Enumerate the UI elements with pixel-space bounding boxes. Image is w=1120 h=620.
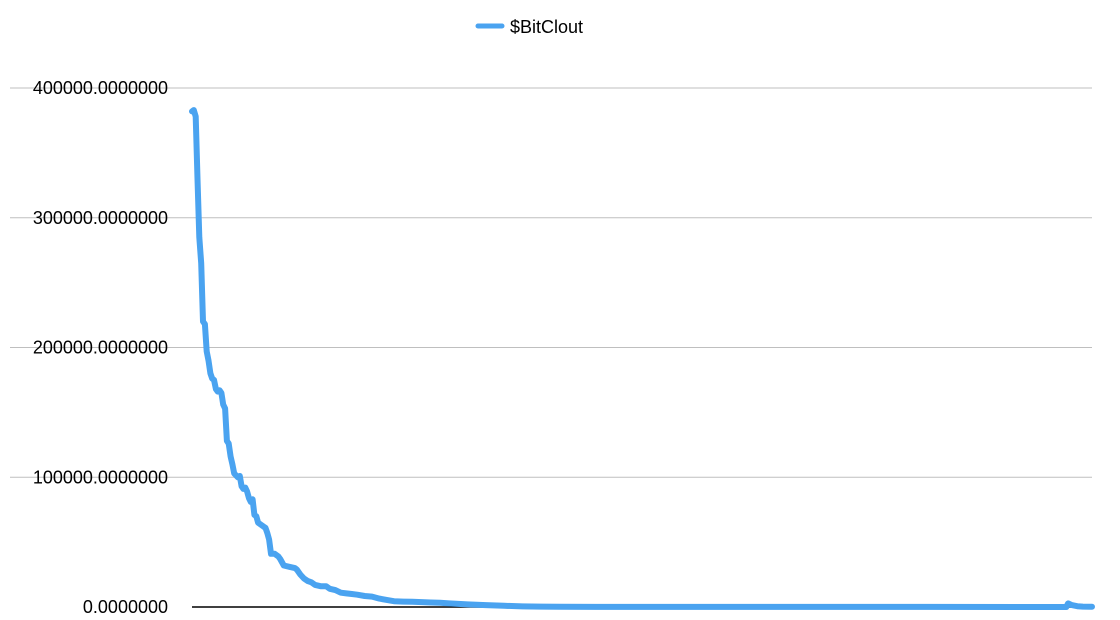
y-tick-label-1: 100000.0000000 [33,467,168,487]
y-tick-label-3: 300000.0000000 [33,208,168,228]
y-tick-label-2: 200000.0000000 [33,338,168,358]
y-tick-label-0: 0.0000000 [83,597,168,617]
legend: $BitClout [475,17,583,37]
y-axis-tick-labels: 0.0000000 100000.0000000 200000.0000000 300… [33,78,168,617]
series-layer [189,107,1095,610]
y-tick-label-4: 400000.0000000 [33,78,168,98]
gridlines [10,87,1092,608]
legend-label-bitclout: $BitClout [510,17,583,37]
series-line-bitclout [189,107,1095,610]
